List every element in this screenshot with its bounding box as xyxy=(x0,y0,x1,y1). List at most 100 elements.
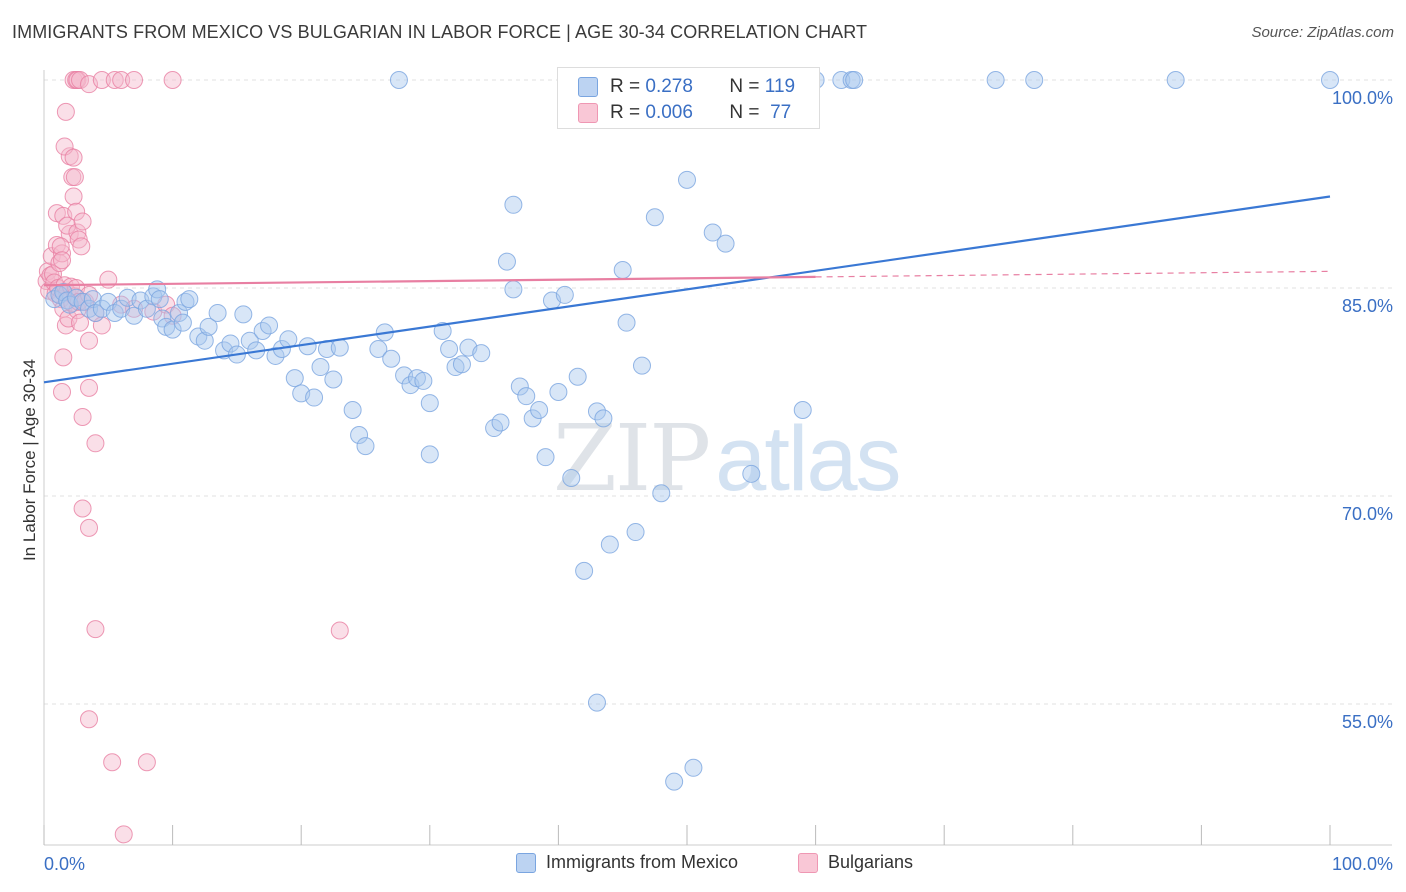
bulgarians-point xyxy=(71,313,90,332)
mexico-point xyxy=(260,316,279,335)
n-label: N = xyxy=(729,102,760,123)
mexico-point xyxy=(208,303,227,322)
n-label: N = xyxy=(729,76,760,97)
mexico-point xyxy=(324,370,343,389)
x-tick-label: 100.0% xyxy=(1332,854,1393,874)
mexico-point xyxy=(180,290,199,309)
mexico-point xyxy=(170,303,189,322)
legend-item-bulgarians[interactable]: Bulgarians xyxy=(798,852,913,873)
mexico-point xyxy=(83,290,102,309)
n-value-mexico: 119 xyxy=(764,76,796,97)
mexico-point xyxy=(491,413,510,432)
mexico-point xyxy=(311,358,330,377)
bulgarians-point xyxy=(53,383,72,401)
mexico-point xyxy=(414,371,433,390)
mexico-point xyxy=(986,71,1005,89)
mexico-point xyxy=(195,331,214,350)
mexico-point xyxy=(594,409,613,428)
bulgarians-point xyxy=(51,237,70,256)
mexico-point xyxy=(510,377,529,396)
mexico-point xyxy=(173,313,192,332)
bulgarians-point xyxy=(163,71,182,89)
r-label: R = xyxy=(610,102,641,123)
mexico-point xyxy=(305,388,324,407)
mexico-point xyxy=(369,340,388,359)
mexico-point xyxy=(298,337,317,356)
mexico-point xyxy=(665,772,684,791)
tick-labels: 100.0% 85.0% 70.0% 55.0% 0.0% 100.0% xyxy=(44,88,1393,874)
mexico-point xyxy=(678,170,696,189)
bulgarians-point xyxy=(69,230,88,249)
bulgarians-point xyxy=(73,499,92,518)
bulgarians-point xyxy=(56,102,75,121)
bulgarians-point xyxy=(80,710,99,729)
bulgarians-point xyxy=(105,71,124,89)
bulgarians-point xyxy=(64,148,83,167)
bulgarians-points xyxy=(37,71,349,844)
mexico-point xyxy=(587,693,606,712)
mexico-point xyxy=(703,223,722,242)
mexico-point xyxy=(163,320,182,339)
mexico-point xyxy=(440,340,459,359)
mexico-point xyxy=(285,369,304,388)
mexico-point xyxy=(613,260,632,279)
bulgarians-point xyxy=(80,518,99,537)
trend-lines xyxy=(43,195,1331,384)
bulgarians-point xyxy=(67,202,86,221)
bulgarians-point xyxy=(42,247,61,266)
mexico-point xyxy=(575,561,594,580)
mexico-point xyxy=(199,317,218,336)
legend-swatch-pink xyxy=(798,852,818,873)
mexico-point xyxy=(793,401,812,420)
bulgarians-point xyxy=(103,753,122,772)
mexico-point xyxy=(617,313,636,332)
mexico-point xyxy=(632,356,651,375)
mexico-point xyxy=(497,252,516,271)
y-axis-label: In Labor Force | Age 30-34 xyxy=(20,359,39,561)
source-credit: Source: ZipAtlas.com xyxy=(1251,24,1394,41)
mexico-point xyxy=(343,401,362,420)
mexico-point xyxy=(742,464,761,483)
bulgarians-point xyxy=(112,71,131,89)
mexico-point xyxy=(645,208,664,227)
mexico-point xyxy=(389,71,408,89)
watermark-zip: ZIP xyxy=(553,405,711,512)
legend-swatch-blue xyxy=(516,852,536,873)
bulgarians-point xyxy=(53,244,72,263)
bulgarians-point xyxy=(80,378,99,397)
mexico-trend-line xyxy=(43,195,1331,384)
mexico-point xyxy=(530,401,549,420)
bulgarians-point xyxy=(86,620,105,639)
stats-legend: R = 0.278 N = 119 R = 0.006 N = 77 xyxy=(557,67,820,129)
mexico-point xyxy=(153,309,172,328)
mexico-point xyxy=(420,394,439,413)
mexico-point xyxy=(234,305,253,324)
y-tick-label: 100.0% xyxy=(1332,88,1393,108)
axes xyxy=(43,70,1392,846)
mexico-point xyxy=(356,437,375,456)
stats-swatch-blue xyxy=(578,77,598,97)
mexico-point xyxy=(716,234,735,253)
mexico-point xyxy=(266,346,285,365)
bulgarians-point xyxy=(114,825,133,844)
gridlines xyxy=(44,79,1392,705)
mexico-point xyxy=(420,445,439,464)
mexico-point xyxy=(555,285,574,304)
legend-item-mexico[interactable]: Immigrants from Mexico xyxy=(516,852,738,873)
mexico-point xyxy=(504,280,523,299)
mexico-point xyxy=(587,402,606,421)
mexico-point xyxy=(1321,71,1339,89)
mexico-point xyxy=(562,468,581,487)
mexico-points xyxy=(45,71,1339,791)
bulgarians-point xyxy=(72,237,91,256)
bulgarians-point xyxy=(54,348,73,367)
mexico-point xyxy=(350,425,369,444)
y-tick-label: 55.0% xyxy=(1342,712,1393,732)
watermark-atlas: atlas xyxy=(715,408,901,510)
r-label: R = xyxy=(610,76,641,97)
mexico-point xyxy=(845,71,864,89)
mexico-point xyxy=(1166,71,1185,89)
bulgarians-point xyxy=(73,407,92,426)
y-axis-label-wrap: In Labor Force | Age 30-34 xyxy=(18,0,42,892)
